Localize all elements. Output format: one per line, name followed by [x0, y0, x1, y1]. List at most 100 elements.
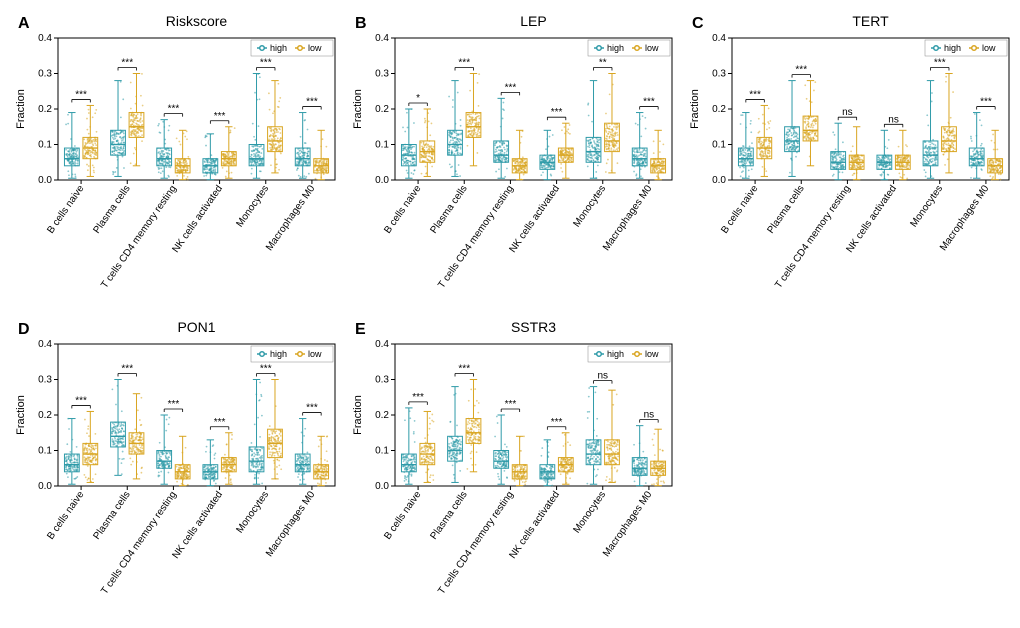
- panel-label: B: [355, 15, 367, 32]
- ytick-label: 0.3: [38, 375, 52, 386]
- xtick-label: Macrophages M0: [601, 183, 655, 253]
- sig-label: ***: [412, 392, 424, 403]
- panel-label: A: [18, 15, 30, 32]
- panel-C: CTERT0.00.10.20.30.4FractionhighlowB cel…: [684, 10, 1017, 312]
- sig-label: ***: [643, 97, 655, 108]
- panel-title: Riskscore: [166, 13, 228, 29]
- ytick-label: 0.3: [375, 69, 389, 80]
- panel-title: TERT: [852, 13, 889, 29]
- xtick-label: Macrophages M0: [938, 183, 992, 253]
- plot-frame: [395, 344, 672, 486]
- xtick-label: T cells CD4 memory resting: [436, 489, 516, 596]
- sig-label: ***: [749, 89, 761, 100]
- ylabel: Fraction: [689, 89, 701, 129]
- ytick-label: 0.3: [375, 375, 389, 386]
- panel-title: PON1: [177, 319, 215, 335]
- ylabel: Fraction: [352, 395, 364, 435]
- sig-label: ***: [306, 97, 318, 108]
- legend-low: low: [982, 43, 996, 53]
- ylabel: Fraction: [352, 89, 364, 129]
- sig-label: ***: [168, 399, 180, 410]
- ytick-label: 0.2: [38, 410, 52, 421]
- sig-label: *: [416, 93, 420, 104]
- xtick-label: B cells naive: [719, 183, 760, 236]
- sig-label: ns: [888, 114, 899, 125]
- panel-blank: [684, 316, 1017, 618]
- panel-A: ARiskscore0.00.10.20.30.4Fractionhighlow…: [10, 10, 343, 312]
- ytick-label: 0.2: [38, 104, 52, 115]
- sig-label: ***: [168, 104, 180, 115]
- xtick-label: NK cells activated: [507, 489, 562, 560]
- legend-high: high: [944, 43, 961, 53]
- sig-label: ns: [842, 107, 853, 118]
- legend-low: low: [308, 43, 322, 53]
- xtick-label: B cells naive: [382, 183, 423, 236]
- panel-B: BLEP0.00.10.20.30.4FractionhighlowB cell…: [347, 10, 680, 312]
- ytick-label: 0.3: [38, 69, 52, 80]
- xtick-label: Macrophages M0: [264, 183, 318, 253]
- ytick-label: 0.2: [712, 104, 726, 115]
- chart-grid: A Riskscore 0.0 0.1 0.2 0.3 0.4 Fraction high low…: [10, 10, 1010, 618]
- ytick-label: 0.0: [375, 175, 389, 186]
- sig-label: ***: [458, 364, 470, 375]
- sig-label: ***: [980, 97, 992, 108]
- ylabel: Fraction: [15, 89, 27, 129]
- panel-title: SSTR3: [511, 319, 556, 335]
- plot-frame: [732, 38, 1009, 180]
- legend-low: low: [308, 349, 322, 359]
- sig-label: ***: [75, 395, 87, 406]
- legend-high: high: [607, 43, 624, 53]
- sig-label: ***: [214, 417, 226, 428]
- sig-label: ***: [260, 58, 272, 69]
- xtick-label: Monocytes: [908, 183, 945, 229]
- ytick-label: 0.1: [38, 446, 52, 457]
- xtick-label: Monocytes: [234, 183, 271, 229]
- xtick-label: Plasma cells: [91, 183, 132, 235]
- sig-label: **: [599, 58, 607, 69]
- xtick-label: NK cells activated: [170, 489, 225, 560]
- ylabel: Fraction: [15, 395, 27, 435]
- legend-high: high: [607, 349, 624, 359]
- xtick-label: Macrophages M0: [264, 489, 318, 559]
- sig-label: ns: [644, 410, 655, 421]
- ytick-label: 0.1: [375, 446, 389, 457]
- xtick-label: T cells CD4 memory resting: [773, 183, 853, 290]
- xtick-label: NK cells activated: [844, 183, 899, 254]
- legend-low: low: [645, 43, 659, 53]
- xtick-label: Monocytes: [234, 489, 271, 535]
- ytick-label: 0.3: [712, 69, 726, 80]
- xtick-label: B cells naive: [45, 183, 86, 236]
- panel-label: D: [18, 321, 30, 338]
- xtick-label: Plasma cells: [765, 183, 806, 235]
- sig-label: ***: [458, 58, 470, 69]
- xtick-label: Plasma cells: [91, 489, 132, 541]
- panel-D: DPON10.00.10.20.30.4FractionhighlowB cel…: [10, 316, 343, 618]
- panel-title: LEP: [520, 13, 546, 29]
- panel-label: C: [692, 15, 704, 32]
- sig-label: ns: [597, 371, 608, 382]
- ytick-label: 0.4: [375, 339, 389, 350]
- xtick-label: NK cells activated: [170, 183, 225, 254]
- ytick-label: 0.4: [375, 33, 389, 44]
- sig-label: ***: [934, 58, 946, 69]
- ytick-label: 0.1: [712, 140, 726, 151]
- sig-label: ***: [260, 364, 272, 375]
- sig-label: ***: [121, 364, 133, 375]
- plot-frame: [395, 38, 672, 180]
- panel-E: ESSTR30.00.10.20.30.4FractionhighlowB ce…: [347, 316, 680, 618]
- sig-label: ***: [214, 111, 226, 122]
- ytick-label: 0.0: [38, 175, 52, 186]
- xtick-label: Plasma cells: [428, 489, 469, 541]
- ytick-label: 0.0: [712, 175, 726, 186]
- ytick-label: 0.0: [38, 481, 52, 492]
- xtick-label: Plasma cells: [428, 183, 469, 235]
- ytick-label: 0.0: [375, 481, 389, 492]
- ytick-label: 0.4: [38, 33, 52, 44]
- plot-frame: [58, 344, 335, 486]
- xtick-label: Monocytes: [571, 489, 608, 535]
- legend-high: high: [270, 43, 287, 53]
- xtick-label: Monocytes: [571, 183, 608, 229]
- sig-label: ***: [505, 399, 517, 410]
- sig-label: ***: [75, 89, 87, 100]
- ytick-label: 0.1: [375, 140, 389, 151]
